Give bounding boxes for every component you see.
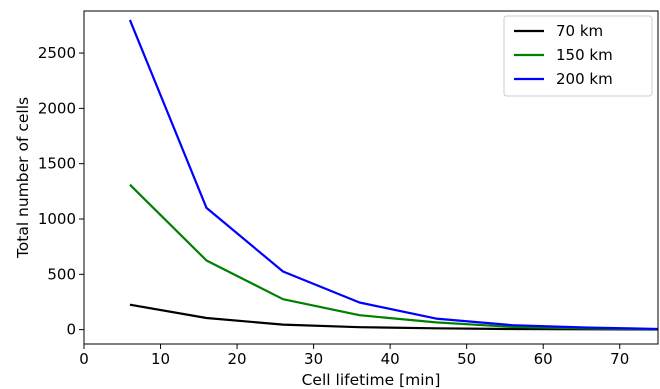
y-axis: 0 500 1000 1500 2000 2500 [38, 44, 84, 339]
plot-frame [83, 10, 659, 345]
x-tick-label: 50 [457, 350, 476, 368]
x-tick-label: 0 [79, 350, 89, 368]
y-tick-label: 0 [66, 321, 76, 339]
x-tick-label: 30 [304, 350, 323, 368]
series-line-70-km [129, 303, 658, 331]
y-tick-label: 1000 [38, 210, 76, 228]
y-axis-label: Total number of cells [14, 97, 32, 259]
y-tick-label: 2000 [38, 99, 76, 117]
x-axis: 0 10 20 30 40 50 60 70 [79, 344, 629, 368]
legend-box [503, 15, 653, 97]
y-tick-label: 500 [47, 265, 76, 283]
x-axis-label: Cell lifetime [min] [302, 371, 441, 389]
x-tick-label: 60 [534, 350, 553, 368]
legend-label: 150 km [556, 46, 613, 64]
series-line-150-km [129, 183, 658, 331]
legend-label: 200 km [556, 70, 613, 88]
x-tick-label: 40 [381, 350, 400, 368]
series-layer [128, 19, 658, 331]
x-tick-label: 20 [228, 350, 247, 368]
x-tick-label: 70 [610, 350, 629, 368]
y-tick-label: 2500 [38, 44, 76, 62]
y-tick-label: 1500 [38, 155, 76, 173]
series-line-200-km [128, 19, 658, 331]
x-tick-label: 10 [151, 350, 170, 368]
legend-label: 70 km [556, 22, 603, 40]
legend: 70 km 150 km 200 km [503, 15, 653, 97]
